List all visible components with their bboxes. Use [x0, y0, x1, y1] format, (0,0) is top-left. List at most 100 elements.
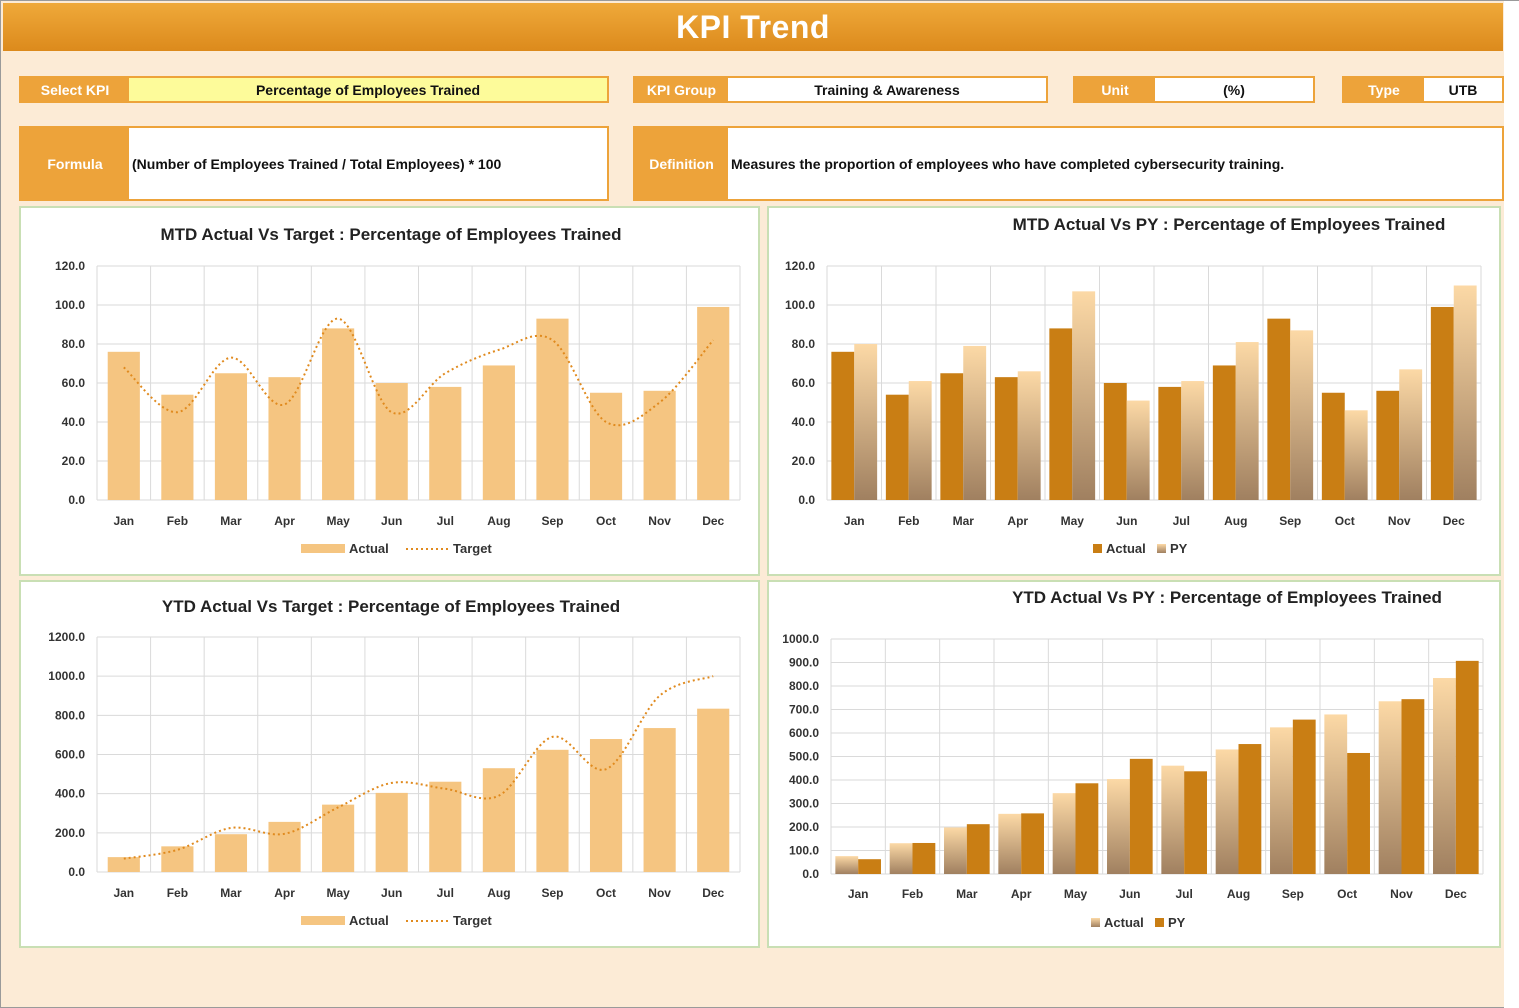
legend-swatch-actual — [301, 916, 345, 925]
bar-actual — [1430, 306, 1454, 500]
x-tick-label: Aug — [1224, 514, 1247, 528]
bar-actual — [589, 392, 623, 500]
bar-py — [1021, 813, 1044, 874]
x-tick-label: Feb — [898, 514, 919, 528]
y-tick-label: 40.0 — [62, 415, 86, 429]
unit-field: Unit (%) — [1073, 76, 1315, 103]
chart-ytd-actual-vs-py: YTD Actual Vs PY : Percentage of Employe… — [782, 588, 1484, 930]
y-tick-label: 200.0 — [789, 820, 819, 834]
x-tick-label: May — [326, 886, 350, 900]
y-tick-label: 100.0 — [55, 298, 85, 312]
x-tick-label: Aug — [487, 514, 510, 528]
bar-actual — [697, 708, 730, 872]
x-tick-label: Jan — [113, 886, 134, 900]
right-margin — [1504, 1, 1519, 1008]
y-tick-label: 40.0 — [792, 415, 816, 429]
bar-actual — [482, 768, 515, 872]
y-tick-label: 120.0 — [55, 259, 85, 273]
legend-swatch-actual — [1093, 544, 1102, 553]
bar-py — [858, 859, 881, 874]
bar-actual — [1433, 678, 1456, 874]
x-tick-label: Aug — [1227, 887, 1250, 901]
y-tick-label: 0.0 — [798, 493, 815, 507]
bar-actual — [835, 856, 859, 874]
bar-actual — [536, 749, 569, 872]
y-tick-label: 200.0 — [55, 826, 85, 840]
x-tick-label: Feb — [167, 886, 188, 900]
x-tick-label: Sep — [1282, 887, 1304, 901]
y-tick-label: 500.0 — [789, 750, 819, 764]
x-tick-label: Apr — [274, 886, 295, 900]
x-tick-label: Dec — [1445, 887, 1467, 901]
bar-py — [912, 842, 936, 874]
bar-actual — [536, 318, 569, 500]
x-tick-label: Jun — [381, 514, 402, 528]
bar-py — [1344, 410, 1368, 500]
x-tick-label: Oct — [596, 514, 616, 528]
x-tick-label: Jun — [1119, 887, 1140, 901]
y-tick-label: 300.0 — [789, 797, 819, 811]
bar-py — [1181, 381, 1205, 500]
bar-py — [1238, 744, 1262, 874]
y-tick-label: 1200.0 — [48, 630, 85, 644]
y-tick-label: 1000.0 — [782, 632, 819, 646]
line-target — [123, 317, 714, 427]
bar-py — [1072, 291, 1096, 500]
bar-py — [1347, 752, 1370, 874]
bar-py — [1126, 400, 1150, 500]
y-tick-label: 20.0 — [62, 454, 86, 468]
bar-py — [1455, 660, 1479, 874]
formula-field: Formula (Number of Employees Trained / T… — [19, 126, 609, 201]
bar-actual — [889, 843, 913, 874]
unit-value: (%) — [1223, 81, 1245, 98]
y-tick-label: 800.0 — [789, 679, 819, 693]
chart-panel-ytd-py: YTD Actual Vs PY : Percentage of Employe… — [767, 580, 1501, 948]
bar-py — [966, 824, 990, 874]
y-tick-label: 100.0 — [785, 298, 815, 312]
bar-actual — [429, 781, 462, 872]
bar-actual — [1103, 383, 1127, 500]
y-tick-label: 0.0 — [68, 865, 85, 879]
bar-py — [1453, 285, 1477, 500]
y-tick-label: 0.0 — [68, 493, 85, 507]
bar-actual — [375, 792, 408, 872]
bar-actual — [1267, 318, 1291, 500]
y-tick-label: 60.0 — [792, 376, 816, 390]
bar-actual — [998, 813, 1022, 874]
chart-panel-mtd-py: MTD Actual Vs PY : Percentage of Employe… — [767, 206, 1501, 576]
y-tick-label: 1000.0 — [48, 669, 85, 683]
y-tick-label: 700.0 — [789, 703, 819, 717]
x-tick-label: Jul — [1173, 514, 1190, 528]
definition-label: Definition — [635, 128, 728, 199]
chart-title: YTD Actual Vs Target : Percentage of Emp… — [162, 597, 620, 616]
bar-actual — [214, 834, 248, 872]
bar-py — [1292, 719, 1316, 874]
x-tick-label: Aug — [487, 886, 510, 900]
bar-py — [854, 344, 878, 500]
legend-label-actual: Actual — [349, 541, 389, 556]
x-tick-label: May — [1061, 514, 1085, 528]
bar-actual — [161, 394, 194, 500]
x-tick-label: Nov — [648, 886, 671, 900]
bar-actual — [1270, 727, 1293, 874]
y-tick-label: 400.0 — [55, 787, 85, 801]
bar-py — [1017, 371, 1041, 500]
x-tick-label: Sep — [541, 514, 563, 528]
x-tick-label: Feb — [902, 887, 923, 901]
unit-label: Unit — [1075, 78, 1155, 101]
x-tick-label: Nov — [648, 514, 671, 528]
select-kpi-field[interactable]: Select KPI Percentage of Employees Train… — [19, 76, 609, 103]
y-tick-label: 100.0 — [789, 844, 819, 858]
bar-actual — [429, 386, 462, 500]
bar-actual — [643, 728, 676, 872]
bar-actual — [944, 827, 967, 874]
y-tick-label: 400.0 — [789, 773, 819, 787]
bar-actual — [940, 373, 964, 500]
y-tick-label: 0.0 — [802, 867, 819, 881]
legend-label-actual: Actual — [349, 913, 389, 928]
x-tick-label: Nov — [1390, 887, 1413, 901]
x-tick-label: Sep — [1279, 514, 1301, 528]
bar-actual — [214, 373, 248, 500]
legend-swatch-py — [1155, 918, 1164, 927]
select-kpi-value[interactable]: Percentage of Employees Trained — [129, 78, 607, 101]
